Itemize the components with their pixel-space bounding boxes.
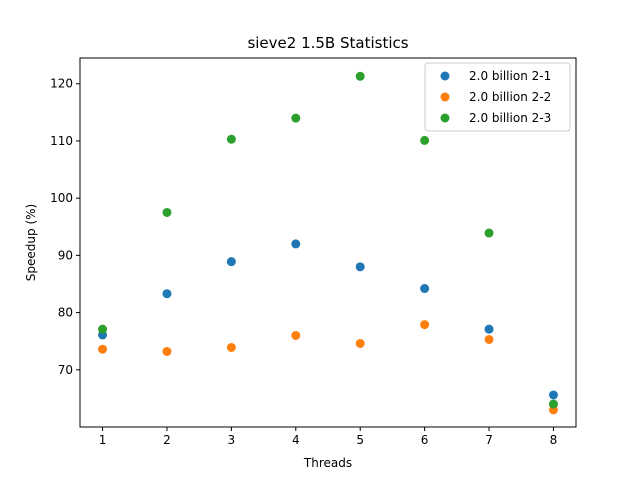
data-point-series-1 bbox=[420, 284, 430, 294]
data-point-series-3 bbox=[226, 134, 236, 144]
chart-title: sieve2 1.5B Statistics bbox=[247, 34, 408, 52]
plot-frame bbox=[79, 57, 577, 428]
x-tick-label: 1 bbox=[99, 433, 107, 447]
legend-marker bbox=[440, 113, 450, 123]
data-point-series-1 bbox=[484, 324, 494, 334]
legend: 2.0 billion 2-1 2.0 billion 2-2 2.0 billio… bbox=[424, 62, 571, 132]
data-point-series-1 bbox=[355, 262, 365, 272]
data-point-series-1 bbox=[291, 239, 301, 249]
data-point-series-3 bbox=[162, 207, 172, 217]
data-point-series-2 bbox=[162, 346, 172, 356]
x-axis: 1 2 3 4 5 6 7 8 bbox=[99, 427, 558, 447]
data-point-series-1 bbox=[226, 257, 236, 267]
y-tick-label: 120 bbox=[50, 77, 73, 91]
y-tick-label: 90 bbox=[58, 248, 73, 262]
legend-box bbox=[424, 62, 571, 132]
data-point-series-3 bbox=[355, 71, 365, 81]
data-point-series-3 bbox=[548, 399, 558, 409]
data-point-series-2 bbox=[355, 338, 365, 348]
data-point-series-1 bbox=[548, 390, 558, 400]
y-tick-label: 70 bbox=[58, 363, 73, 377]
data-point-series-2 bbox=[484, 334, 494, 344]
x-tick-label: 6 bbox=[421, 433, 429, 447]
legend-label: 2.0 billion 2-3 bbox=[469, 111, 551, 125]
plot-area bbox=[98, 71, 558, 415]
legend-marker bbox=[440, 92, 450, 102]
x-tick-label: 5 bbox=[356, 433, 364, 447]
legend-label: 2.0 billion 2-2 bbox=[469, 90, 551, 104]
y-tick-label: 80 bbox=[58, 306, 73, 320]
legend-label: 2.0 billion 2-1 bbox=[469, 69, 551, 83]
data-point-series-2 bbox=[226, 342, 236, 352]
data-point-series-1 bbox=[162, 289, 172, 299]
x-tick-label: 3 bbox=[228, 433, 236, 447]
data-point-series-3 bbox=[98, 324, 108, 334]
data-point-series-3 bbox=[484, 228, 494, 238]
x-tick-label: 2 bbox=[163, 433, 171, 447]
data-point-series-3 bbox=[420, 135, 430, 145]
data-point-series-3 bbox=[291, 113, 301, 123]
data-point-series-2 bbox=[98, 344, 108, 354]
x-tick-label: 8 bbox=[550, 433, 558, 447]
y-axis: 70 80 90 100 110 120 bbox=[50, 77, 80, 377]
data-point-series-2 bbox=[420, 320, 430, 330]
x-tick-label: 4 bbox=[292, 433, 300, 447]
x-tick-label: 7 bbox=[485, 433, 493, 447]
y-axis-label: Speedup (%) bbox=[24, 204, 38, 281]
data-point-series-2 bbox=[291, 330, 301, 340]
y-tick-label: 110 bbox=[50, 134, 73, 148]
x-axis-label: Threads bbox=[303, 456, 352, 470]
y-tick-label: 100 bbox=[50, 191, 73, 205]
legend-marker bbox=[440, 71, 450, 81]
